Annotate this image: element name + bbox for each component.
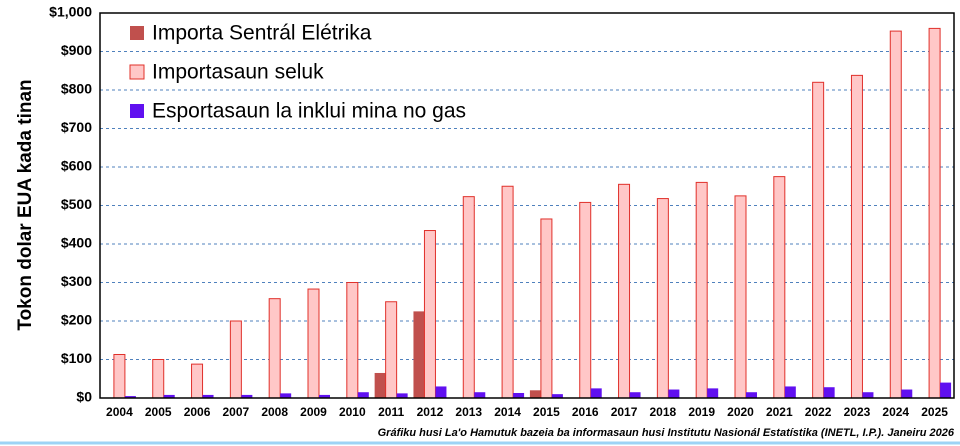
x-tick-label: 2016 — [572, 405, 599, 419]
legend-label: Importa Sentrál Elétrika — [152, 22, 372, 45]
bar — [435, 386, 447, 398]
bar — [579, 201, 592, 399]
bar — [656, 198, 669, 399]
bar — [385, 301, 398, 399]
bar — [551, 394, 563, 398]
bar — [850, 74, 863, 399]
y-tick-label: $800 — [61, 81, 92, 97]
bar — [618, 183, 631, 399]
bar — [590, 388, 602, 398]
bar — [191, 363, 204, 399]
bar — [413, 311, 425, 398]
x-tick-label: 2011 — [378, 405, 404, 419]
y-tick-label: $1,000 — [49, 4, 92, 20]
legend-swatch — [130, 104, 144, 118]
y-tick-label: $200 — [61, 312, 92, 328]
bar — [113, 353, 126, 399]
bar — [889, 30, 902, 399]
bar — [462, 196, 475, 399]
bar — [474, 392, 486, 398]
bar — [307, 288, 320, 399]
y-tick-label: $0 — [76, 389, 92, 405]
bar — [773, 176, 786, 399]
x-tick-label: 2004 — [106, 405, 133, 419]
bar — [513, 392, 525, 398]
legend-swatch — [130, 26, 144, 40]
y-tick-label: $300 — [61, 273, 92, 289]
x-tick-label: 2006 — [184, 405, 211, 419]
x-tick-label: 2010 — [339, 405, 366, 419]
y-tick-label: $100 — [61, 350, 92, 366]
x-tick-label: 2007 — [223, 405, 250, 419]
bar — [901, 389, 913, 398]
x-tick-label: 2018 — [650, 405, 677, 419]
y-tick-label: $600 — [61, 158, 92, 174]
bar — [229, 320, 242, 399]
x-tick-label: 2015 — [533, 405, 560, 419]
bar — [668, 389, 680, 398]
y-axis-label: Tokon dolar EUA kada tinan — [15, 79, 36, 330]
x-tick-label: 2017 — [611, 405, 638, 419]
bar — [862, 392, 874, 398]
bar — [319, 394, 330, 398]
bar — [812, 81, 825, 399]
x-tick-label: 2005 — [145, 405, 172, 419]
bar — [124, 396, 136, 398]
x-tick-label: 2019 — [688, 405, 715, 419]
bar — [268, 298, 281, 399]
bar — [163, 394, 175, 398]
bar — [396, 393, 408, 398]
bar — [784, 386, 796, 398]
bar — [152, 359, 165, 399]
x-tick-label: 2012 — [417, 405, 444, 419]
bar — [707, 388, 719, 398]
bar — [501, 185, 514, 399]
bar — [823, 387, 835, 398]
y-tick-label: $500 — [61, 196, 92, 212]
x-tick-label: 2021 — [766, 405, 793, 419]
bar — [746, 392, 757, 398]
source-note: Gráfiku husi La'o Hamutuk bazeia ba info… — [378, 427, 955, 439]
bar — [629, 392, 641, 398]
bar — [928, 27, 941, 399]
y-tick-label: $400 — [61, 235, 92, 251]
bar — [940, 382, 952, 398]
bar — [280, 393, 292, 398]
legend-swatch — [129, 64, 145, 80]
x-tick-label: 2013 — [455, 405, 482, 419]
bar — [357, 392, 369, 398]
bar — [423, 230, 436, 399]
x-tick-label: 2008 — [261, 405, 288, 419]
bar — [695, 181, 708, 399]
bar — [540, 218, 553, 399]
x-tick-label: 2024 — [882, 405, 909, 419]
x-tick-label: 2009 — [300, 405, 327, 419]
plot-frame — [99, 12, 955, 399]
x-tick-label: 2023 — [844, 405, 871, 419]
legend-label: Importasaun seluk — [152, 61, 324, 84]
legend-label: Esportasaun la inklui mina no gas — [152, 100, 466, 123]
x-tick-label: 2022 — [805, 405, 832, 419]
x-tick-label: 2014 — [494, 405, 521, 419]
y-tick-label: $900 — [61, 42, 92, 58]
bar — [241, 394, 253, 398]
x-tick-label: 2025 — [921, 405, 948, 419]
bar — [529, 390, 541, 398]
bar — [346, 282, 359, 399]
bar — [374, 372, 386, 398]
y-tick-label: $700 — [61, 119, 92, 135]
bar — [734, 195, 747, 399]
bar — [202, 394, 214, 398]
x-tick-label: 2020 — [727, 405, 754, 419]
